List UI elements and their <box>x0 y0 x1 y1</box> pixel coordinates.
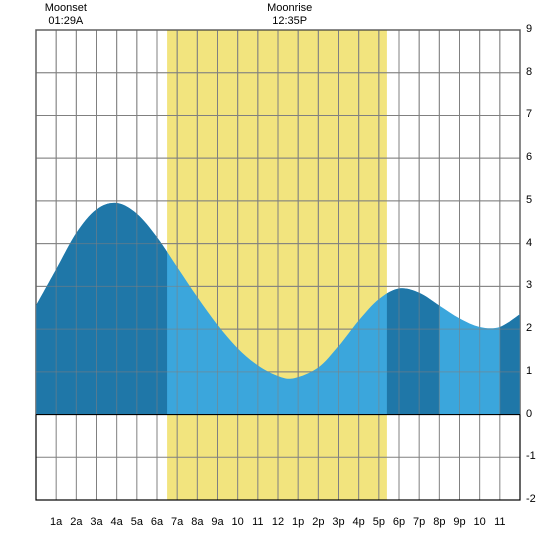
moonrise-time: 12:35P <box>272 15 307 28</box>
x-tick-5a-4: 5a <box>131 516 143 528</box>
x-tick-9p-20: 9p <box>453 516 465 528</box>
tide-chart: -2-101234567891a2a3a4a5a6a7a8a9a1011121p… <box>0 0 550 550</box>
chart-svg <box>0 0 550 550</box>
x-tick-12-11: 12 <box>272 516 284 528</box>
x-tick-1a-0: 1a <box>50 516 62 528</box>
x-tick-4a-3: 4a <box>111 516 123 528</box>
moonset-title: Moonset <box>45 2 87 15</box>
y-tick-7: 7 <box>526 108 546 120</box>
moonrise-title: Moonrise <box>267 2 312 15</box>
y-tick-8: 8 <box>526 66 546 78</box>
x-tick-8p-19: 8p <box>433 516 445 528</box>
x-tick-11-10: 11 <box>252 516 263 528</box>
x-tick-7a-6: 7a <box>171 516 183 528</box>
x-tick-9a-8: 9a <box>211 516 223 528</box>
x-tick-3a-2: 3a <box>90 516 102 528</box>
y-tick-0: 0 <box>526 408 546 420</box>
y-tick--2: -2 <box>526 493 546 505</box>
y-tick-2: 2 <box>526 322 546 334</box>
x-tick-6a-5: 6a <box>151 516 163 528</box>
x-tick-3p-14: 3p <box>332 516 344 528</box>
x-tick-5p-16: 5p <box>373 516 385 528</box>
y-tick-3: 3 <box>526 279 546 291</box>
y-tick-5: 5 <box>526 194 546 206</box>
y-tick-4: 4 <box>526 237 546 249</box>
x-tick-4p-15: 4p <box>353 516 365 528</box>
x-tick-10-9: 10 <box>232 516 244 528</box>
x-tick-2p-13: 2p <box>312 516 324 528</box>
y-tick-9: 9 <box>526 23 546 35</box>
x-tick-1p-12: 1p <box>292 516 304 528</box>
y-tick-6: 6 <box>526 151 546 163</box>
y-tick--1: -1 <box>526 450 546 462</box>
x-tick-8a-7: 8a <box>191 516 203 528</box>
x-tick-2a-1: 2a <box>70 516 82 528</box>
x-tick-6p-17: 6p <box>393 516 405 528</box>
x-tick-10-21: 10 <box>474 516 486 528</box>
y-tick-1: 1 <box>526 365 546 377</box>
x-tick-7p-18: 7p <box>413 516 425 528</box>
x-tick-11-22: 11 <box>494 516 505 528</box>
moonset-time: 01:29A <box>48 15 83 28</box>
